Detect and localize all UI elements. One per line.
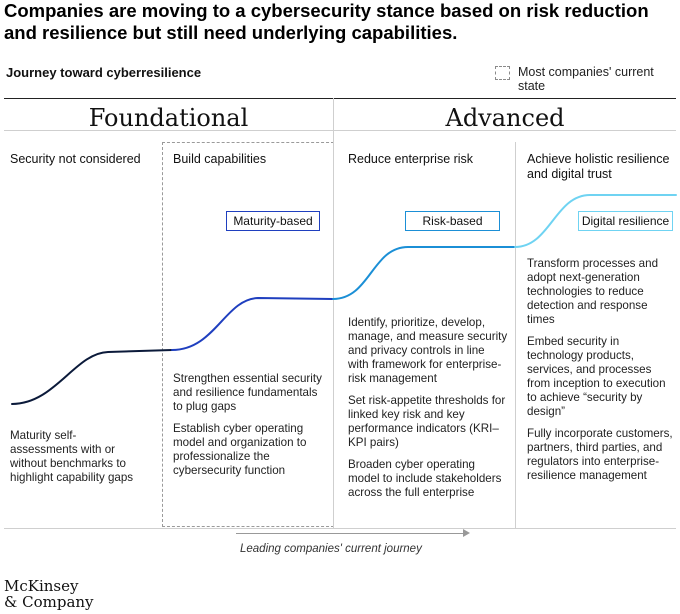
list-item: Strengthen essential security and resili… (173, 372, 322, 413)
phase-divider (333, 98, 334, 528)
phase-advanced: Advanced (445, 104, 565, 132)
tag-risk-based: Risk-based (405, 211, 500, 231)
tag-digital-resilience: Digital resilience (578, 211, 673, 231)
tag-maturity-based: Maturity-based (226, 211, 320, 231)
legend-label: Most companies' current state (518, 65, 654, 93)
curve-segment-resilience (514, 194, 677, 248)
list-item: Maturity self-assessments with or withou… (10, 429, 134, 484)
column-body-security-not-considered: Maturity self-assessments with or withou… (10, 429, 140, 493)
column-body-reduce-risk: Identify, prioritize, develop, manage, a… (348, 316, 508, 508)
journey-arrow-head-icon (463, 529, 470, 537)
column-heading-build-capabilities: Build capabilities (173, 152, 267, 166)
logo-line-2: & Company (4, 593, 94, 611)
journey-arrow-line (236, 533, 468, 534)
column-heading-security-not-considered: Security not considered (10, 152, 141, 166)
list-item: Embed security in technology products, s… (527, 335, 666, 418)
column-heading-reduce-risk: Reduce enterprise risk (348, 152, 474, 166)
legend-swatch-dashed (495, 66, 510, 80)
curve-segment-risk (332, 246, 516, 300)
curve-segment-unconsidered (11, 349, 173, 405)
list-item: Broaden cyber operating model to include… (348, 458, 502, 499)
column-heading-holistic-resilience: Achieve holistic resilience and digital … (527, 152, 670, 181)
bottom-rule (4, 528, 676, 529)
phase-foundational: Foundational (88, 104, 249, 132)
chart-subtitle: Journey toward cyberresilience (6, 65, 202, 80)
journey-label: Leading companies' current journey (240, 543, 422, 555)
list-item: Fully incorporate customers, partners, t… (527, 427, 673, 482)
list-item: Transform processes and adopt next-gener… (527, 257, 659, 326)
column-divider (515, 142, 516, 528)
page-title: Companies are moving to a cybersecurity … (4, 0, 649, 43)
list-item: Establish cyber operating model and orga… (173, 422, 307, 477)
logo-line-1: McKinsey (4, 577, 79, 595)
curve-segment-capabilities (171, 296, 334, 351)
list-item: Set risk-appetite thresholds for linked … (348, 394, 506, 449)
brand-logo: McKinsey & Company (4, 578, 94, 610)
column-body-holistic-resilience: Transform processes and adopt next-gener… (527, 257, 675, 491)
current-state-panel (162, 142, 334, 527)
top-rule (4, 98, 676, 99)
list-item: Identify, prioritize, develop, manage, a… (348, 316, 508, 385)
phase-rule (4, 130, 676, 131)
column-body-build-capabilities: Strengthen essential security and resili… (173, 372, 323, 486)
